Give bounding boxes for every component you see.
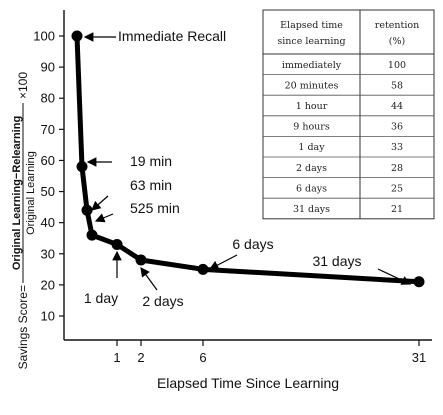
annotation-label: 525 min <box>130 200 180 216</box>
data-point <box>135 254 147 266</box>
table-cell: 21 <box>391 204 403 215</box>
axis-titles: Elapsed Time Since Learning Savings Score… <box>11 72 339 391</box>
y-tick-label: 70 <box>41 122 55 137</box>
annotation-arrow <box>94 213 114 223</box>
annotation-label: 19 min <box>130 153 172 169</box>
table-cell: 6 days <box>296 183 327 194</box>
data-point <box>413 276 425 288</box>
table-cell: 1 day <box>298 142 325 153</box>
y-axis-title-numerator: Original Learning−Relearning <box>11 116 23 270</box>
annotation-label: 1 day <box>84 290 118 306</box>
table-header-cell: retention <box>375 20 419 31</box>
table-cell: 25 <box>391 183 403 194</box>
y-tick-label: 80 <box>41 91 55 106</box>
annotation-arrow <box>208 254 238 270</box>
table-cell: 33 <box>391 142 403 153</box>
data-point <box>71 30 83 42</box>
table-cell: 100 <box>388 60 406 71</box>
y-tick-label: 50 <box>41 184 55 199</box>
annotation-label: 63 min <box>130 177 172 193</box>
y-tick-labels: 10 20 30 40 50 60 70 80 90 100 <box>33 29 64 324</box>
y-tick-label: 90 <box>41 60 55 75</box>
x-tick-label: 31 <box>412 350 426 365</box>
annotation-arrow <box>377 268 412 285</box>
x-tick-labels: 1 2 6 31 <box>113 340 426 365</box>
table-frame <box>262 9 435 220</box>
y-tick-label: 40 <box>41 215 55 230</box>
table-cell: 9 hours <box>293 122 330 133</box>
annotation-label: 31 days <box>312 253 361 269</box>
table-cell: 2 days <box>296 163 327 174</box>
table-cell: 1 hour <box>296 101 328 112</box>
data-point <box>86 229 98 241</box>
table-header-cell: since learning <box>277 36 345 47</box>
y-axis-title: Savings Score= Original Learning−Relearni… <box>11 72 37 370</box>
y-tick-label: 60 <box>41 153 55 168</box>
annotation-label: Immediate Recall <box>118 28 226 44</box>
data-point <box>81 204 93 216</box>
y-tick-label: 10 <box>41 309 55 324</box>
table-cell: 20 minutes <box>285 80 339 91</box>
table-cell: 36 <box>391 122 403 133</box>
annotation-label: 2 days <box>142 293 183 309</box>
annotations: Immediate Recall 19 min 63 min 525 min 1 day… <box>83 28 412 309</box>
x-tick-label: 6 <box>199 350 206 365</box>
series-line <box>74 33 422 285</box>
y-axis-title-suffix: ×100 <box>16 72 30 99</box>
data-point <box>111 238 123 250</box>
series-line-group <box>71 30 425 288</box>
x-tick-label: 1 <box>113 350 120 365</box>
retention-table: Elapsed time since learning retention (%) im… <box>262 9 435 220</box>
annotation-arrow <box>91 195 109 211</box>
table-cell: 58 <box>391 80 403 91</box>
data-point <box>76 161 88 173</box>
y-tick-label: 30 <box>41 246 55 261</box>
table-header-cell: Elapsed time <box>280 20 343 31</box>
table-cell: 28 <box>391 163 403 174</box>
data-point <box>197 263 209 275</box>
y-tick-label: 100 <box>33 29 55 44</box>
table-cell: 44 <box>391 101 403 112</box>
x-tick-label: 2 <box>137 350 144 365</box>
y-axis-title-prefix: Savings Score= <box>16 285 30 369</box>
annotation-label: 6 days <box>232 236 273 252</box>
y-axis-title-denominator: Original Learning <box>25 151 37 235</box>
annotation-arrow <box>140 267 158 291</box>
table-header-cell: (%) <box>389 36 405 47</box>
table-cell: 31 days <box>293 204 330 215</box>
table-cell: immediately <box>282 60 342 71</box>
y-tick-label: 20 <box>41 277 55 292</box>
x-axis-title: Elapsed Time Since Learning <box>157 375 339 391</box>
